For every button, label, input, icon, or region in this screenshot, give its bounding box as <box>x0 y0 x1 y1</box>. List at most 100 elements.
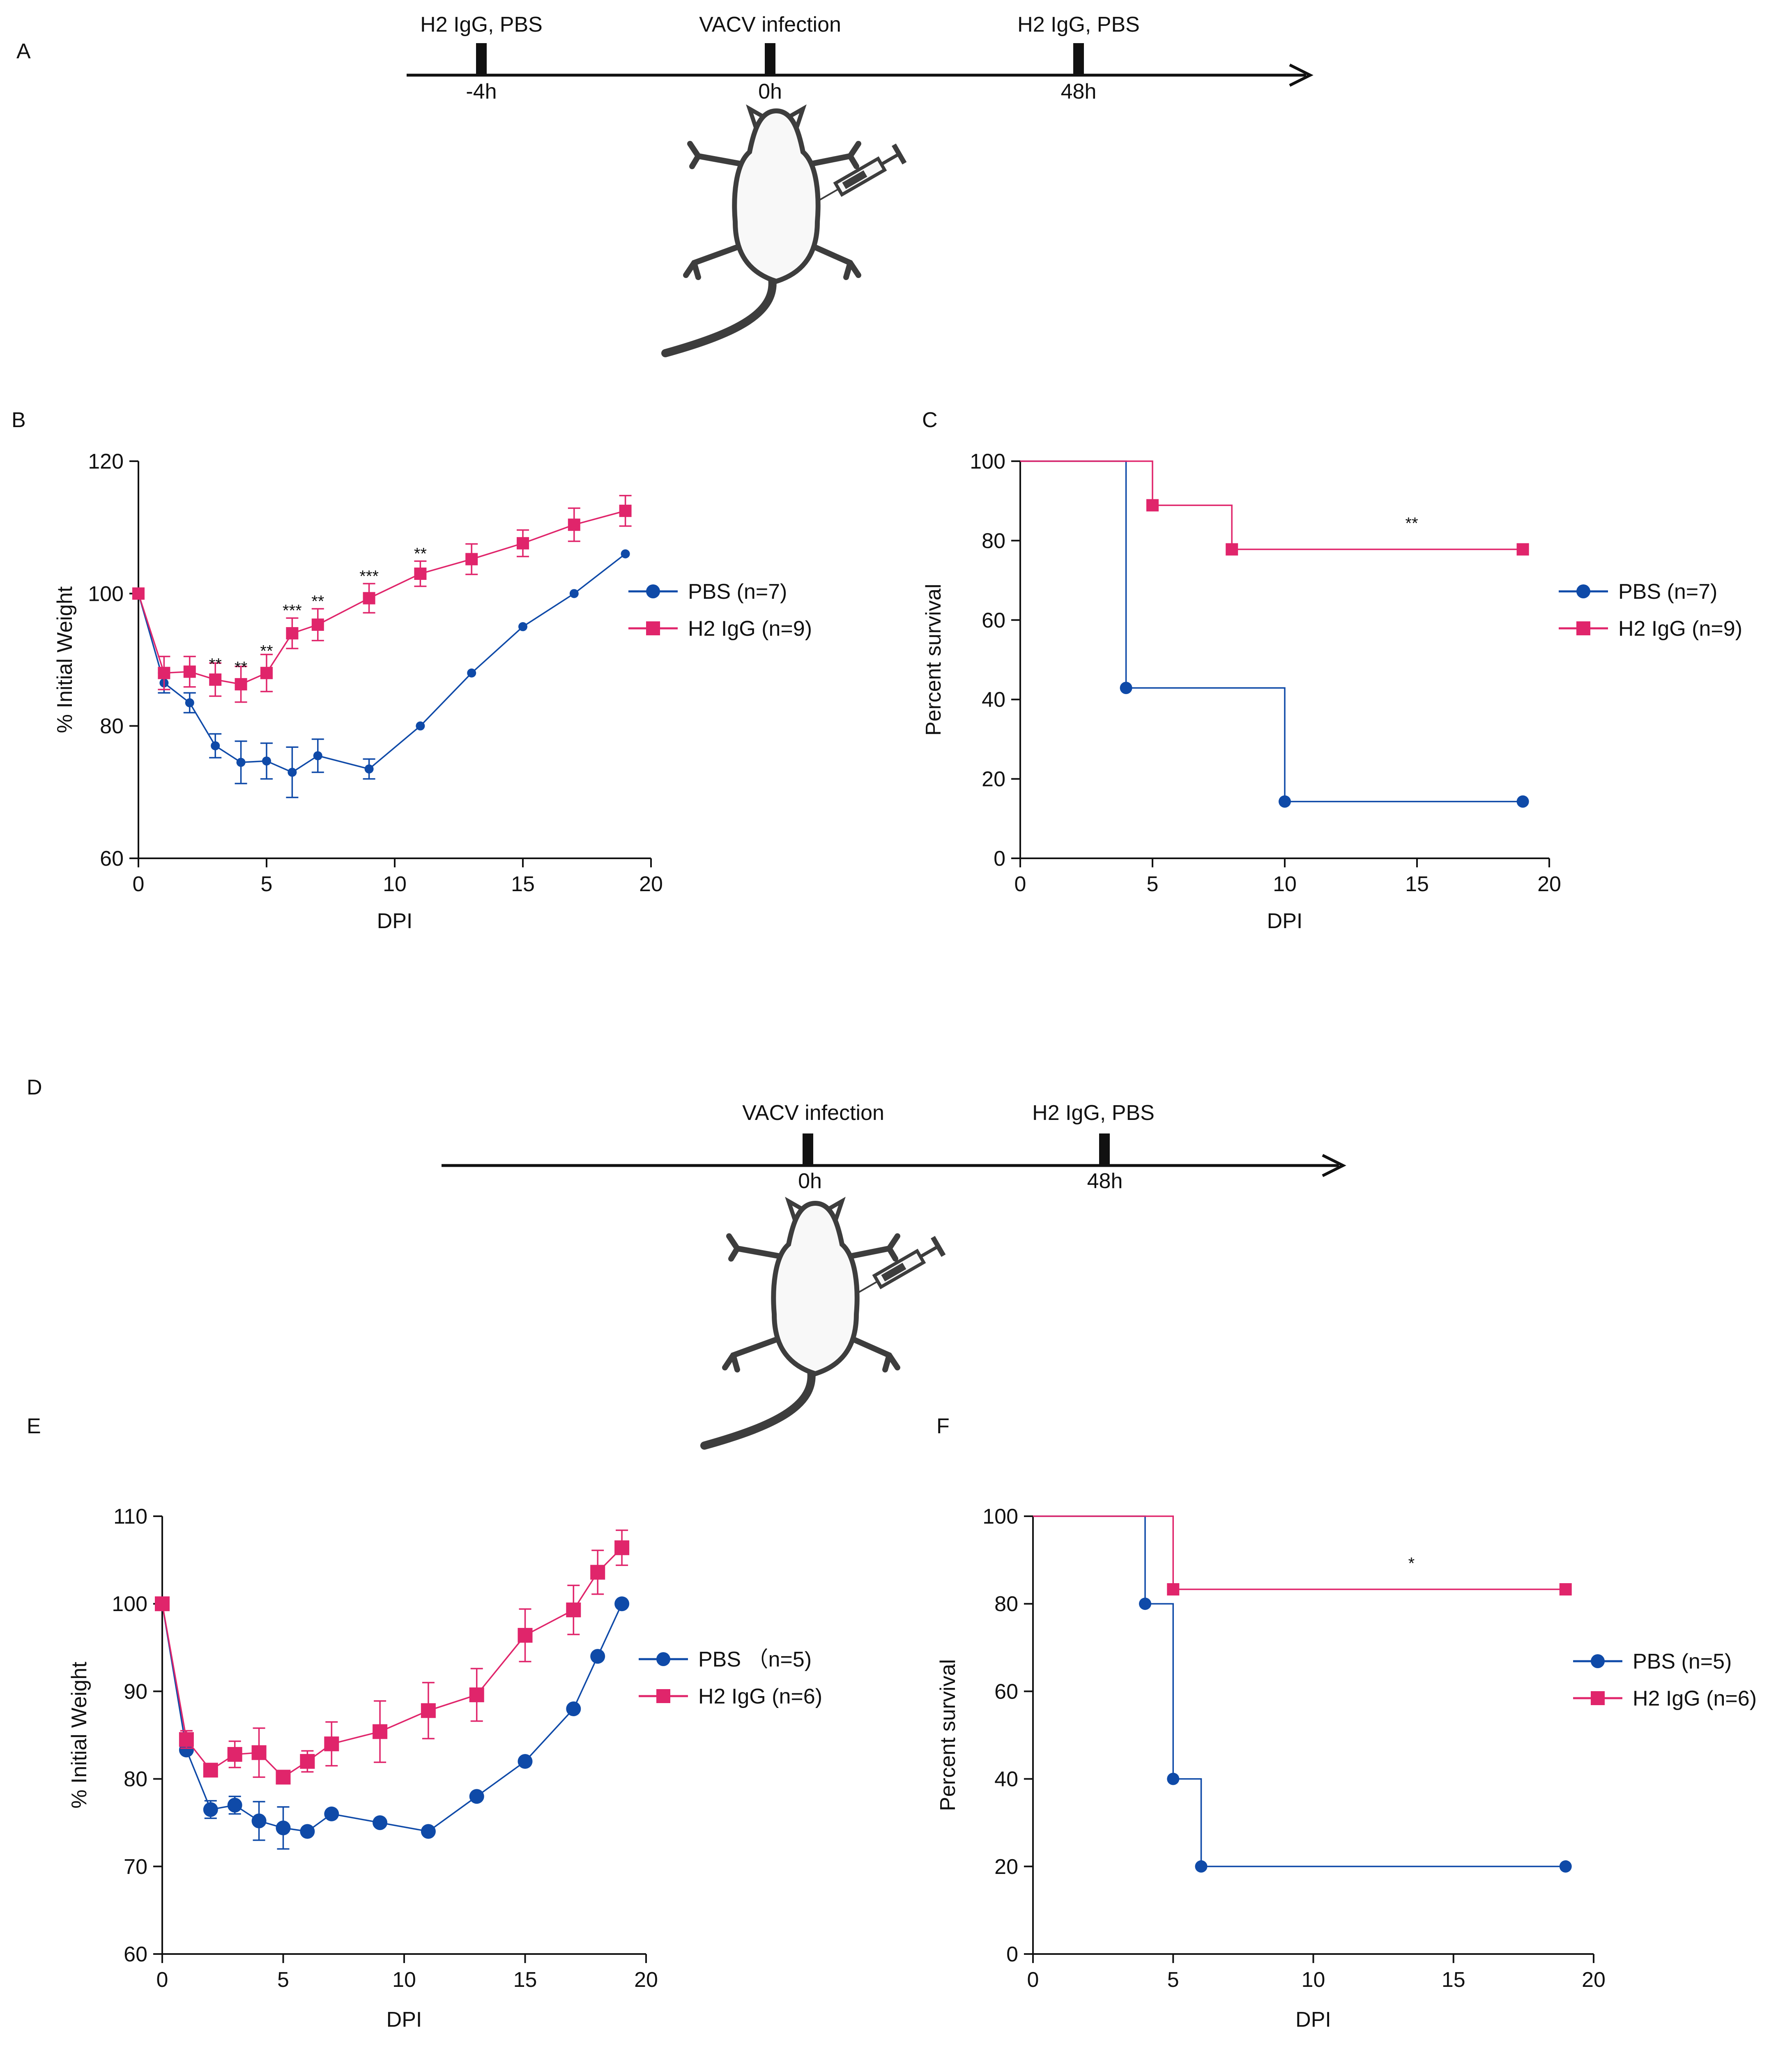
x-axis-title: DPI <box>1295 2008 1331 2032</box>
data-point <box>300 1754 315 1769</box>
panel-label-e: E <box>27 1414 41 1438</box>
x-tick-label: 15 <box>513 1968 537 1992</box>
series-h2 <box>1020 460 1529 556</box>
x-tick-label: 10 <box>383 872 407 896</box>
x-tick-label: 0 <box>1014 872 1026 896</box>
x-tick-label: 15 <box>1405 872 1429 896</box>
y-axis-title: % Initial Weight <box>53 586 77 733</box>
panel-c: C 0 5 10 15 20 0 20 40 60 80 100 DPI Percent surviva… <box>922 408 1742 933</box>
data-point <box>621 549 630 559</box>
y-tick-label: 80 <box>100 715 124 738</box>
timeline-d-arrowhead <box>1322 1154 1346 1177</box>
x-tick-label: 20 <box>634 1968 658 1992</box>
legend-marker <box>656 1689 670 1703</box>
significance-annotation: *** <box>283 602 302 620</box>
timeline-a-event-3-label: H2 IgG, PBS <box>1017 13 1140 37</box>
survival-step-line <box>1033 1515 1566 1867</box>
timeline-a: H2 IgG, PBS VACV infection H2 IgG, PBS -… <box>407 13 1314 103</box>
significance-annotation: *** <box>359 567 379 585</box>
data-point <box>251 1813 267 1828</box>
x-tick-label: 5 <box>1167 1968 1179 1992</box>
data-point <box>518 622 527 631</box>
panel-d: D VACV infection H2 IgG, PBS 0h 48h <box>27 1076 1346 1446</box>
y-tick-label: 60 <box>994 1680 1018 1703</box>
data-point <box>311 618 324 631</box>
data-point <box>300 1824 315 1839</box>
y-tick-label: 100 <box>982 1505 1018 1529</box>
legend-item-pbs: PBS （n=5) <box>639 1648 812 1671</box>
data-point <box>373 1724 388 1739</box>
data-point <box>467 668 476 678</box>
significance-annotation: ** <box>1406 514 1418 532</box>
data-point <box>517 537 529 549</box>
y-tick-label: 20 <box>994 1855 1018 1879</box>
data-point <box>132 587 145 600</box>
legend-label: H2 IgG (n=9) <box>1618 617 1742 641</box>
data-point <box>203 1763 218 1778</box>
legend-marker <box>656 1652 670 1666</box>
data-point <box>1167 1772 1180 1785</box>
data-point <box>185 698 194 708</box>
x-tick-label: 5 <box>277 1968 289 1992</box>
y-tick-label: 60 <box>982 609 1005 632</box>
data-point <box>1146 499 1159 512</box>
x-tick-label: 15 <box>1442 1968 1465 1992</box>
series-h2 <box>155 1529 630 1785</box>
y-tick-label: 80 <box>994 1592 1018 1616</box>
y-axis-title: Percent survival <box>922 584 945 736</box>
legend-item-h2: H2 IgG (n=6) <box>1573 1687 1757 1710</box>
y-tick-label: 100 <box>970 450 1005 474</box>
legend-item-h2: H2 IgG (n=6) <box>639 1685 822 1708</box>
data-point <box>227 1798 242 1813</box>
series-pbs <box>155 1596 630 1850</box>
x-axis-title: DPI <box>377 909 413 933</box>
chart-f: 0 5 10 15 20 0 20 40 60 80 100 DPI Percent survival P… <box>936 1505 1757 2032</box>
panel-label-f: F <box>936 1414 950 1438</box>
data-point <box>158 667 170 679</box>
data-point <box>414 567 427 580</box>
x-tick-label: 10 <box>392 1968 416 1992</box>
legend-label: H2 IgG (n=6) <box>698 1685 822 1708</box>
chart-c: 0 5 10 15 20 0 20 40 60 80 100 DPI Percent survival P… <box>922 450 1742 933</box>
x-tick-label: 5 <box>261 872 273 896</box>
timeline-a-event-2-time: 0h <box>758 80 782 103</box>
x-tick-label: 10 <box>1273 872 1297 896</box>
data-point <box>566 1602 581 1618</box>
data-point <box>421 1703 436 1718</box>
data-point <box>614 1596 630 1612</box>
data-point <box>262 756 271 766</box>
legend-marker <box>1576 621 1590 635</box>
data-point <box>1279 795 1291 808</box>
mouse-injection-illustration-d <box>704 1201 943 1446</box>
timeline-d-event-1-label: VACV infection <box>742 1101 884 1125</box>
data-point <box>203 1802 218 1817</box>
timeline-d-tick-2 <box>1099 1133 1110 1166</box>
data-point <box>568 518 580 531</box>
timeline-d-event-2-time: 48h <box>1087 1169 1123 1193</box>
chart-e: 0 5 10 15 20 60 70 80 90 100 110 DPI % Initial Weigh… <box>67 1505 822 2032</box>
data-point <box>286 627 299 640</box>
significance-annotation: ** <box>260 642 273 660</box>
timeline-a-event-1-label: H2 IgG, PBS <box>420 13 543 37</box>
data-point <box>183 665 196 678</box>
survival-step-line <box>1033 1515 1566 1590</box>
data-point <box>236 758 246 767</box>
significance-annotation: ** <box>311 593 324 611</box>
y-tick-label: 120 <box>88 450 124 474</box>
legend-marker <box>1591 1654 1605 1668</box>
data-point <box>313 751 322 761</box>
data-point <box>227 1747 242 1762</box>
y-tick-label: 100 <box>112 1592 147 1616</box>
data-point <box>590 1565 605 1580</box>
y-tick-label: 60 <box>100 847 124 871</box>
x-tick-label: 15 <box>511 872 535 896</box>
significance-annotation: ** <box>235 659 247 677</box>
data-point <box>469 1687 484 1702</box>
y-axis-title: % Initial Weight <box>67 1662 91 1809</box>
series-pbs <box>1033 1515 1572 1873</box>
series-line <box>161 1603 623 1832</box>
y-tick-label: 40 <box>982 688 1005 712</box>
data-point <box>619 504 632 517</box>
timeline-a-event-1-time: -4h <box>466 80 497 103</box>
panel-b: B 0 5 10 15 20 60 80 100 120 DPI % Initial Weight P… <box>12 408 812 933</box>
